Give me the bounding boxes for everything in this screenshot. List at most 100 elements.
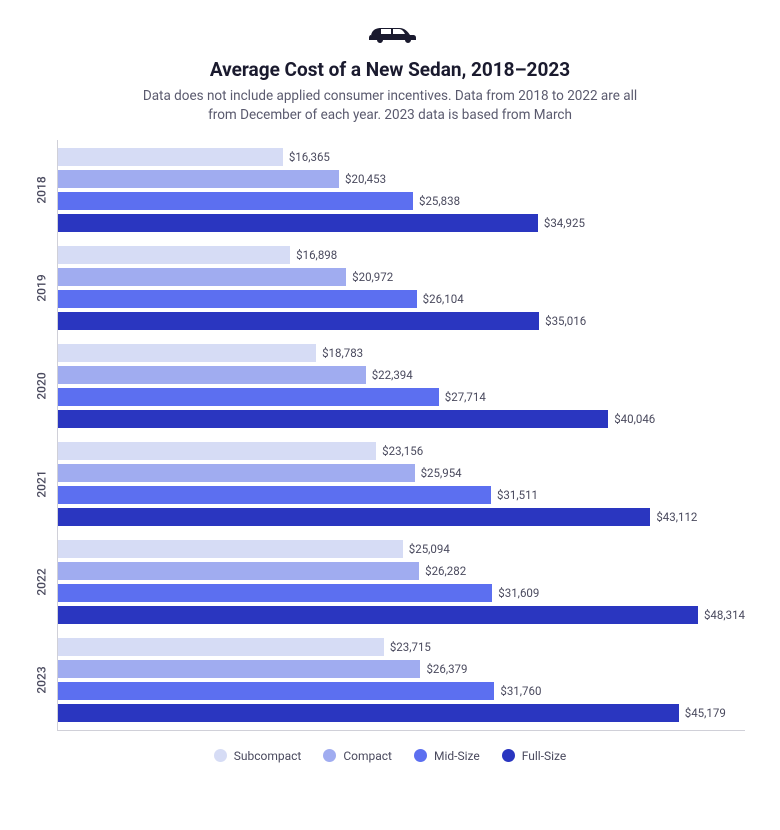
bar-row: $16,365: [58, 148, 745, 166]
bar: [58, 584, 492, 602]
bar-row: $45,179: [58, 704, 745, 722]
chart-header: Average Cost of a New Sedan, 2018–2023 D…: [25, 20, 755, 125]
car-icon: [361, 20, 419, 50]
year-group: 2023$23,715$26,379$31,760$45,179: [58, 638, 745, 722]
bar-value-label: $31,511: [497, 488, 538, 502]
bar: [58, 562, 419, 580]
bar: [58, 508, 650, 526]
year-label: 2018: [35, 176, 49, 203]
bar-value-label: $43,112: [656, 510, 697, 524]
bar: [58, 410, 608, 428]
bar-row: $22,394: [58, 366, 745, 384]
bar-row: $18,783: [58, 344, 745, 362]
bar-value-label: $20,972: [352, 270, 393, 284]
bar-row: $23,715: [58, 638, 745, 656]
legend-item: Full-Size: [502, 749, 567, 763]
legend-item: Mid-Size: [414, 749, 480, 763]
bar: [58, 486, 491, 504]
legend-swatch: [214, 749, 227, 762]
legend-label: Full-Size: [522, 749, 567, 763]
bar-row: $31,511: [58, 486, 745, 504]
bar-value-label: $25,838: [419, 194, 460, 208]
bar-row: $43,112: [58, 508, 745, 526]
bar: [58, 246, 290, 264]
bar-value-label: $35,016: [545, 314, 586, 328]
bar-row: $26,379: [58, 660, 745, 678]
bar-row: $25,094: [58, 540, 745, 558]
legend-swatch: [502, 749, 515, 762]
bar-value-label: $23,156: [382, 444, 423, 458]
bar-row: $34,925: [58, 214, 745, 232]
bar: [58, 268, 346, 286]
bar-value-label: $22,394: [372, 368, 413, 382]
bar-value-label: $40,046: [614, 412, 655, 426]
bar-value-label: $31,609: [498, 586, 539, 600]
year-group: 2022$25,094$26,282$31,609$48,314: [58, 540, 745, 624]
bar-row: $23,156: [58, 442, 745, 460]
bar-row: $20,972: [58, 268, 745, 286]
bar-value-label: $34,925: [544, 216, 585, 230]
bar-row: $26,104: [58, 290, 745, 308]
bar: [58, 290, 417, 308]
legend-swatch: [414, 749, 427, 762]
year-label: 2023: [35, 666, 49, 693]
bar-value-label: $18,783: [322, 346, 363, 360]
bar: [58, 540, 403, 558]
year-label: 2019: [35, 274, 49, 301]
bar-value-label: $25,954: [421, 466, 462, 480]
bar-row: $35,016: [58, 312, 745, 330]
year-label: 2021: [35, 470, 49, 497]
bar-value-label: $16,365: [289, 150, 330, 164]
bar-value-label: $48,314: [704, 608, 745, 622]
chart-subtitle: Data does not include applied consumer i…: [130, 87, 650, 125]
bar: [58, 606, 698, 624]
bar-value-label: $26,379: [426, 662, 467, 676]
bar: [58, 682, 494, 700]
bar-row: $31,760: [58, 682, 745, 700]
bar-value-label: $26,282: [425, 564, 466, 578]
bar: [58, 170, 339, 188]
legend-item: Compact: [323, 749, 392, 763]
year-group: 2021$23,156$25,954$31,511$43,112: [58, 442, 745, 526]
bar-value-label: $20,453: [345, 172, 386, 186]
bar-value-label: $31,760: [500, 684, 541, 698]
legend-label: Compact: [343, 749, 392, 763]
bar-row: $25,838: [58, 192, 745, 210]
bar-row: $31,609: [58, 584, 745, 602]
chart-title: Average Cost of a New Sedan, 2018–2023: [25, 58, 755, 81]
bar-row: $25,954: [58, 464, 745, 482]
legend-swatch: [323, 749, 336, 762]
bar: [58, 214, 538, 232]
bar: [58, 148, 283, 166]
bar-value-label: $25,094: [409, 542, 450, 556]
year-group: 2020$18,783$22,394$27,714$40,046: [58, 344, 745, 428]
legend-label: Mid-Size: [434, 749, 480, 763]
bar-row: $26,282: [58, 562, 745, 580]
bar-row: $20,453: [58, 170, 745, 188]
bar: [58, 388, 439, 406]
bar-value-label: $26,104: [423, 292, 464, 306]
bar: [58, 660, 420, 678]
bar-value-label: $27,714: [445, 390, 486, 404]
bar: [58, 344, 316, 362]
bar: [58, 366, 366, 384]
bar: [58, 464, 415, 482]
bar: [58, 312, 539, 330]
legend-label: Subcompact: [234, 749, 302, 763]
bar-row: $27,714: [58, 388, 745, 406]
bar-value-label: $23,715: [390, 640, 431, 654]
bar-row: $16,898: [58, 246, 745, 264]
legend-item: Subcompact: [214, 749, 302, 763]
year-group: 2018$16,365$20,453$25,838$34,925: [58, 148, 745, 232]
bar-row: $48,314: [58, 606, 745, 624]
bar: [58, 442, 376, 460]
bar: [58, 192, 413, 210]
bar-value-label: $16,898: [296, 248, 337, 262]
year-label: 2020: [35, 372, 49, 399]
bar: [58, 638, 384, 656]
bar-row: $40,046: [58, 410, 745, 428]
chart-legend: Subcompact Compact Mid-Size Full-Size: [25, 749, 755, 763]
chart-plot-area: 2018$16,365$20,453$25,838$34,9252019$16,…: [57, 140, 745, 731]
year-label: 2022: [35, 568, 49, 595]
year-group: 2019$16,898$20,972$26,104$35,016: [58, 246, 745, 330]
